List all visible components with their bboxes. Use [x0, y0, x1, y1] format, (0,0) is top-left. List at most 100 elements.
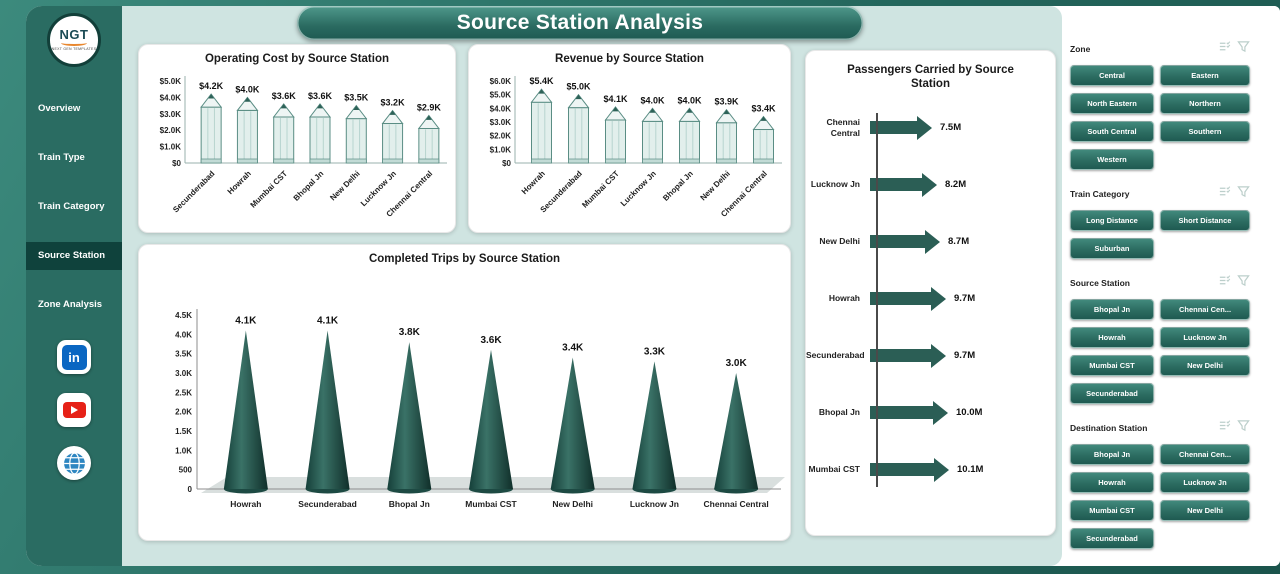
value-label: 7.5M — [940, 122, 962, 133]
filter-option-mumbai-cst[interactable]: Mumbai CST — [1070, 355, 1154, 376]
y-axis-tick: $5.0K — [160, 77, 182, 86]
filter-group-train-category: Train Category Long Distance Short Distanc… — [1070, 185, 1250, 259]
page-title-banner: Source Station Analysis — [297, 6, 863, 40]
sidebar: NGT NEXT GEN TEMPLATES Overview Train Typ… — [26, 6, 122, 566]
globe-icon[interactable] — [57, 446, 91, 480]
pencil-bar[interactable]: $3.6K — [272, 91, 297, 164]
filter-option-north-eastern[interactable]: North Eastern — [1070, 93, 1154, 114]
filter-option-bhopal-jn[interactable]: Bhopal Jn — [1070, 299, 1154, 320]
y-axis-tick: 1.0K — [175, 446, 192, 455]
multi-select-icon[interactable] — [1218, 185, 1231, 203]
filter-icon[interactable] — [1237, 40, 1250, 58]
arrow-head — [917, 115, 932, 140]
y-axis-tick: $4.0K — [490, 104, 512, 113]
arrow-bar[interactable]: 9.7M — [870, 343, 975, 368]
filter-icon[interactable] — [1237, 274, 1250, 292]
multi-select-icon[interactable] — [1218, 274, 1231, 292]
cone-bar[interactable]: 3.3K — [632, 346, 677, 494]
filter-icon[interactable] — [1237, 419, 1250, 437]
filter-icon[interactable] — [1237, 185, 1250, 203]
operating-cost-chart-card: Operating Cost by Source Station $5.0K $4… — [138, 44, 456, 233]
pencil-bar[interactable]: $4.0K — [235, 84, 260, 164]
filter-option-lucknow-jn[interactable]: Lucknow Jn — [1160, 472, 1250, 493]
value-label: 3.8K — [399, 327, 421, 338]
arrow-bar[interactable]: 9.7M — [870, 286, 975, 311]
filter-option-short-distance[interactable]: Short Distance — [1160, 210, 1250, 231]
filter-option-chennai-cen[interactable]: Chennai Cen... — [1160, 444, 1250, 465]
pencil-bar[interactable]: $4.0K — [677, 95, 702, 164]
sidebar-item-source-station[interactable]: Source Station — [26, 242, 122, 270]
cone-bar[interactable]: 3.6K — [469, 335, 513, 494]
filter-option-secunderabad[interactable]: Secunderabad — [1070, 528, 1154, 549]
multi-select-icon[interactable] — [1218, 40, 1231, 58]
pencil-bar[interactable]: $3.4K — [751, 104, 776, 164]
filter-option-chennai-cen[interactable]: Chennai Cen... — [1160, 299, 1250, 320]
cone-bar[interactable]: 3.4K — [550, 343, 595, 494]
pencil-bar[interactable]: $3.5K — [344, 93, 369, 164]
sidebar-item-zone-analysis[interactable]: Zone Analysis — [38, 299, 103, 310]
pencil-bar[interactable]: $3.6K — [308, 91, 333, 164]
arrow-row: Chennai Central 7.5M — [806, 99, 1055, 156]
linkedin-icon[interactable]: in — [57, 340, 91, 374]
arrow-row: Bhopal Jn 10.0M — [806, 384, 1055, 441]
filter-option-southern[interactable]: Southern — [1160, 121, 1250, 142]
y-axis-tick: $5.0K — [490, 91, 512, 100]
category-label: New Delhi — [699, 169, 732, 202]
arrow-bar[interactable]: 7.5M — [870, 115, 962, 140]
filter-option-new-delhi[interactable]: New Delhi — [1160, 355, 1250, 376]
category-label: Bhopal Jn — [661, 169, 695, 203]
category-label: Lucknow Jn — [619, 169, 658, 208]
filter-option-south-central[interactable]: South Central — [1070, 121, 1154, 142]
pencil-bar[interactable]: $3.9K — [714, 97, 739, 164]
pencil-bar[interactable]: $4.1K — [603, 94, 628, 164]
value-label: $4.1K — [603, 94, 628, 104]
arrow-head — [931, 286, 946, 311]
pencil-bar[interactable]: $5.0K — [566, 82, 591, 164]
cone-bar[interactable]: 4.1K — [223, 315, 268, 494]
arrow-bar[interactable]: 8.2M — [870, 172, 966, 197]
filter-option-new-delhi[interactable]: New Delhi — [1160, 500, 1250, 521]
filter-option-northern[interactable]: Northern — [1160, 93, 1250, 114]
cone-bar[interactable]: 3.0K — [714, 358, 759, 494]
filter-option-howrah[interactable]: Howrah — [1070, 472, 1154, 493]
value-label: 8.7M — [948, 236, 970, 247]
sidebar-item-train-type[interactable]: Train Type — [38, 152, 85, 163]
filter-option-secunderabad[interactable]: Secunderabad — [1070, 383, 1154, 404]
pencil-bar[interactable]: $2.9K — [417, 102, 442, 164]
pencil-bar[interactable]: $5.4K — [529, 76, 554, 164]
pencil-bar[interactable]: $3.2K — [381, 98, 406, 164]
pencil-bar[interactable]: $4.0K — [640, 95, 665, 164]
chart-title: Completed Trips by Source Station — [368, 253, 561, 265]
y-axis-tick: $1.0K — [160, 143, 182, 152]
logo-text: NGT — [59, 27, 89, 42]
y-axis-tick: $1.0K — [490, 145, 512, 154]
filter-panel: Zone Central Eastern North Eastern Northern S… — [1062, 6, 1280, 566]
arrow-bar[interactable]: 8.7M — [870, 229, 970, 254]
filter-option-bhopal-jn[interactable]: Bhopal Jn — [1070, 444, 1154, 465]
filter-option-long-distance[interactable]: Long Distance — [1070, 210, 1154, 231]
value-label: 4.1K — [317, 315, 339, 326]
cone-bar[interactable]: 4.1K — [305, 315, 350, 494]
sidebar-item-overview[interactable]: Overview — [38, 103, 81, 114]
filter-option-eastern[interactable]: Eastern — [1160, 65, 1250, 86]
value-label: 10.1M — [957, 464, 984, 475]
pencil-bar[interactable]: $4.2K — [199, 81, 224, 164]
cone-bar[interactable]: 3.8K — [387, 327, 432, 494]
logo-swoosh — [61, 40, 87, 46]
sidebar-item-train-category[interactable]: Train Category — [38, 201, 105, 212]
filter-option-central[interactable]: Central — [1070, 65, 1154, 86]
filter-option-western[interactable]: Western — [1070, 149, 1154, 170]
category-label: Bhopal Jn — [389, 499, 430, 509]
arrow-bar[interactable]: 10.1M — [870, 457, 984, 482]
youtube-icon[interactable] — [57, 393, 91, 427]
y-axis-tick: $0 — [502, 159, 511, 168]
filter-option-mumbai-cst[interactable]: Mumbai CST — [1070, 500, 1154, 521]
category-label: Secunderabad — [298, 499, 357, 509]
multi-select-icon[interactable] — [1218, 419, 1231, 437]
value-label: 3.6K — [480, 335, 502, 346]
arrow-bar[interactable]: 10.0M — [870, 400, 982, 425]
filter-option-howrah[interactable]: Howrah — [1070, 327, 1154, 348]
filter-option-suburban[interactable]: Suburban — [1070, 238, 1154, 259]
value-label: $4.2K — [199, 81, 224, 91]
filter-option-lucknow-jn[interactable]: Lucknow Jn — [1160, 327, 1250, 348]
